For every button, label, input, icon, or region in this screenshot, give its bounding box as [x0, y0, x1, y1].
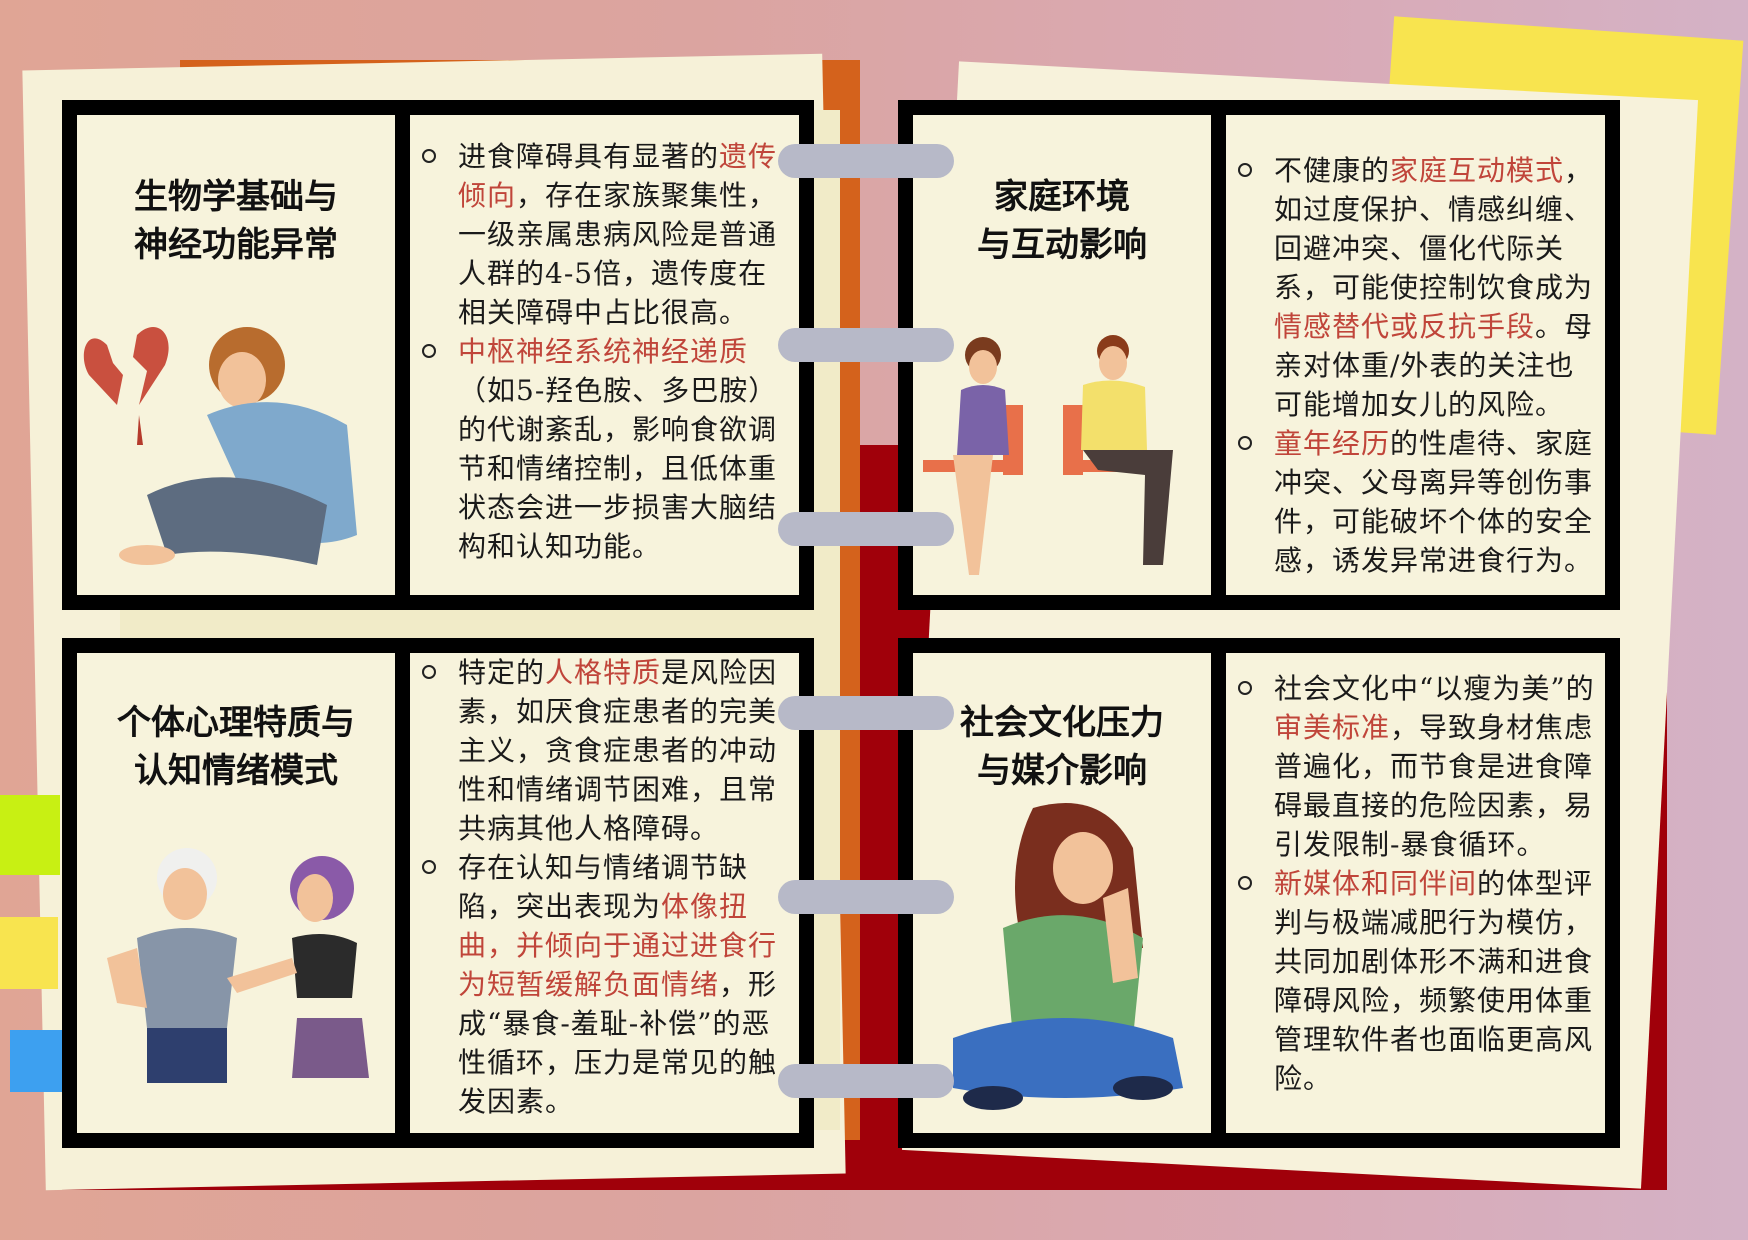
title-line: 生物学基础与 — [134, 177, 338, 217]
highlighted-text: 体像扭曲，并倾向于通过进食行为短暂缓解负面情绪 — [458, 890, 778, 1001]
binder-ring — [778, 696, 954, 730]
panel-family-title-cell: 家庭环境 与互动影响 — [913, 115, 1211, 595]
panel-personality: 个体心理特质与 认知情绪模式 特定的人格特质是风险因素，如厌食症患者的完美主义，… — [62, 638, 814, 1148]
bullet-point: 新媒体和同伴间的体型评判与极端减肥行为模仿，共同加剧体形不满和进食障碍风险，频繁… — [1234, 864, 1597, 1098]
highlighted-text: 情感替代或反抗手段 — [1274, 310, 1536, 343]
panel-family-text-cell: 不健康的家庭互动模式，如过度保护、情感纠缠、回避冲突、僵化代际关系，可能使控制饮… — [1226, 115, 1605, 595]
highlighted-text: 审美标准 — [1274, 711, 1391, 744]
binder-ring — [778, 328, 954, 362]
panel-personality-text-cell: 特定的人格特质是风险因素，如厌食症患者的完美主义，贪食症患者的冲动性和情绪调节困… — [410, 653, 799, 1133]
bullet-point: 存在认知与情绪调节缺陷，突出表现为体像扭曲，并倾向于通过进食行为短暂缓解负面情绪… — [418, 848, 785, 1121]
title-line: 个体心理特质与 — [117, 703, 355, 743]
panel-biology: 生物学基础与 神经功能异常 进食障碍具有显著的遗传倾向，存在家族聚集性，一级亲属… — [62, 100, 814, 610]
bullet-point: 社会文化中“以瘦为美”的审美标准，导致身材焦虑普遍化，而节食是进食障碍最直接的危… — [1234, 669, 1597, 864]
bullet-point: 童年经历的性虐待、家庭冲突、父母离异等创伤事件，可能破坏个体的安全感，诱发异常进… — [1234, 424, 1597, 580]
body-text: 社会文化中“以瘦为美”的 — [1274, 672, 1595, 705]
panel-society-title: 社会文化压力 与媒介影响 — [913, 699, 1211, 795]
body-text: （如5-羟色胺、多巴胺）的代谢紊乱，影响食欲调节和情绪控制，且低体重状态会进一步… — [458, 374, 778, 563]
body-text: 是风险因素，如厌食症患者的完美主义，贪食症患者的冲动性和情绪调节困难，且常共病其… — [458, 656, 778, 845]
body-text: 特定的 — [458, 656, 546, 689]
panel-family: 家庭环境 与互动影响 不健康的家庭互动模式，如过度保护、情感纠缠、回避冲突、僵化… — [898, 100, 1620, 610]
broken-heart-left-icon — [83, 338, 123, 405]
body-text: 存在认知与情绪调节缺陷，突出表现为 — [458, 851, 749, 923]
panel-biology-text-cell: 进食障碍具有显著的遗传倾向，存在家族聚集性，一级亲属患病风险是普通人群的4-5倍… — [410, 115, 799, 595]
green-tab — [0, 795, 60, 875]
broken-heart-right-icon — [133, 326, 169, 405]
sad-woman-sitting-illustration — [953, 803, 1183, 1110]
panel-personality-title-cell: 个体心理特质与 认知情绪模式 — [77, 653, 395, 1133]
highlighted-text: 新媒体和同伴间 — [1274, 867, 1478, 900]
panel-society-title-cell: 社会文化压力 与媒介影响 — [913, 653, 1211, 1133]
body-text: 的体型评判与极端减肥行为模仿，共同加剧体形不满和进食障碍风险，频繁使用体重管理软… — [1274, 867, 1594, 1095]
highlighted-text: 中枢神经系统神经递质 — [458, 335, 749, 368]
blue-tab — [10, 1030, 70, 1092]
sad-person-broken-heart-illustration — [83, 326, 357, 565]
panel-society-text-cell: 社会文化中“以瘦为美”的审美标准，导致身材焦虑普遍化，而节食是进食障碍最直接的危… — [1226, 653, 1605, 1133]
panel-personality-points: 特定的人格特质是风险因素，如厌食症患者的完美主义，贪食症患者的冲动性和情绪调节困… — [418, 653, 785, 1121]
binder-ring — [778, 512, 954, 546]
body-text: 的性虐待、家庭冲突、父母离异等创伤事件，可能破坏个体的安全感，诱发异常进食行为。 — [1274, 427, 1594, 577]
panel-personality-title: 个体心理特质与 认知情绪模式 — [77, 699, 395, 795]
highlighted-text: 童年经历 — [1274, 427, 1391, 460]
panel-biology-title: 生物学基础与 神经功能异常 — [77, 173, 395, 269]
bullet-point: 特定的人格特质是风险因素，如厌食症患者的完美主义，贪食症患者的冲动性和情绪调节困… — [418, 653, 785, 848]
body-text: 不健康的 — [1274, 154, 1391, 187]
yellow-tab — [0, 917, 58, 989]
binder-ring — [778, 1064, 954, 1098]
panel-biology-title-cell: 生物学基础与 神经功能异常 — [77, 115, 395, 595]
arguing-young-couple-illustration — [107, 848, 369, 1083]
panel-family-points: 不健康的家庭互动模式，如过度保护、情感纠缠、回避冲突、僵化代际关系，可能使控制饮… — [1234, 151, 1597, 580]
body-text: ，形成“暴食-羞耻-补偿”的恶性循环，压力是常见的触发因素。 — [458, 968, 778, 1118]
panel-society-points: 社会文化中“以瘦为美”的审美标准，导致身材焦虑普遍化，而节食是进食障碍最直接的危… — [1234, 669, 1597, 1098]
panel-society: 社会文化压力 与媒介影响 社会文化中“以瘦为美”的审美标准，导致身材焦虑普遍化，… — [898, 638, 1620, 1148]
bullet-point: 进食障碍具有显著的遗传倾向，存在家族聚集性，一级亲属患病风险是普通人群的4-5倍… — [418, 137, 785, 332]
body-text: ，导致身材焦虑普遍化，而节食是进食障碍最直接的危险因素，易引发限制-暴食循环。 — [1274, 711, 1594, 861]
highlighted-text: 遗传倾向 — [458, 140, 778, 212]
bullet-point: 中枢神经系统神经递质 （如5-羟色胺、多巴胺）的代谢紊乱，影响食欲调节和情绪控制，… — [418, 332, 785, 566]
highlighted-text: 人格特质 — [545, 656, 662, 689]
body-text: ，如过度保护、情感纠缠、回避冲突、僵化代际关系，可能使控制饮食成为 — [1274, 154, 1594, 304]
body-text: 。母亲对体重/外表的关注也可能增加女儿的风险。 — [1274, 310, 1594, 421]
body-text: 进食障碍具有显著的 — [458, 140, 720, 173]
body-text: ，存在家族聚集性，一级亲属患病风险是普通人群的4-5倍，遗传度在相关障碍中占比很… — [458, 179, 778, 329]
binder-ring — [778, 880, 954, 914]
bullet-point: 不健康的家庭互动模式，如过度保护、情感纠缠、回避冲突、僵化代际关系，可能使控制饮… — [1234, 151, 1597, 424]
title-line: 家庭环境 — [994, 177, 1130, 217]
title-line: 社会文化压力 — [960, 703, 1164, 743]
binder-ring — [778, 144, 954, 178]
panel-biology-points: 进食障碍具有显著的遗传倾向，存在家族聚集性，一级亲属患病风险是普通人群的4-5倍… — [418, 137, 785, 566]
title-line: 神经功能异常 — [134, 225, 338, 265]
title-line: 认知情绪模式 — [134, 751, 338, 791]
panel-family-title: 家庭环境 与互动影响 — [913, 173, 1211, 269]
arguing-couple-chairs-illustration — [923, 335, 1173, 575]
title-line: 与互动影响 — [977, 225, 1147, 265]
title-line: 与媒介影响 — [977, 751, 1147, 791]
highlighted-text: 家庭互动模式 — [1390, 154, 1565, 187]
